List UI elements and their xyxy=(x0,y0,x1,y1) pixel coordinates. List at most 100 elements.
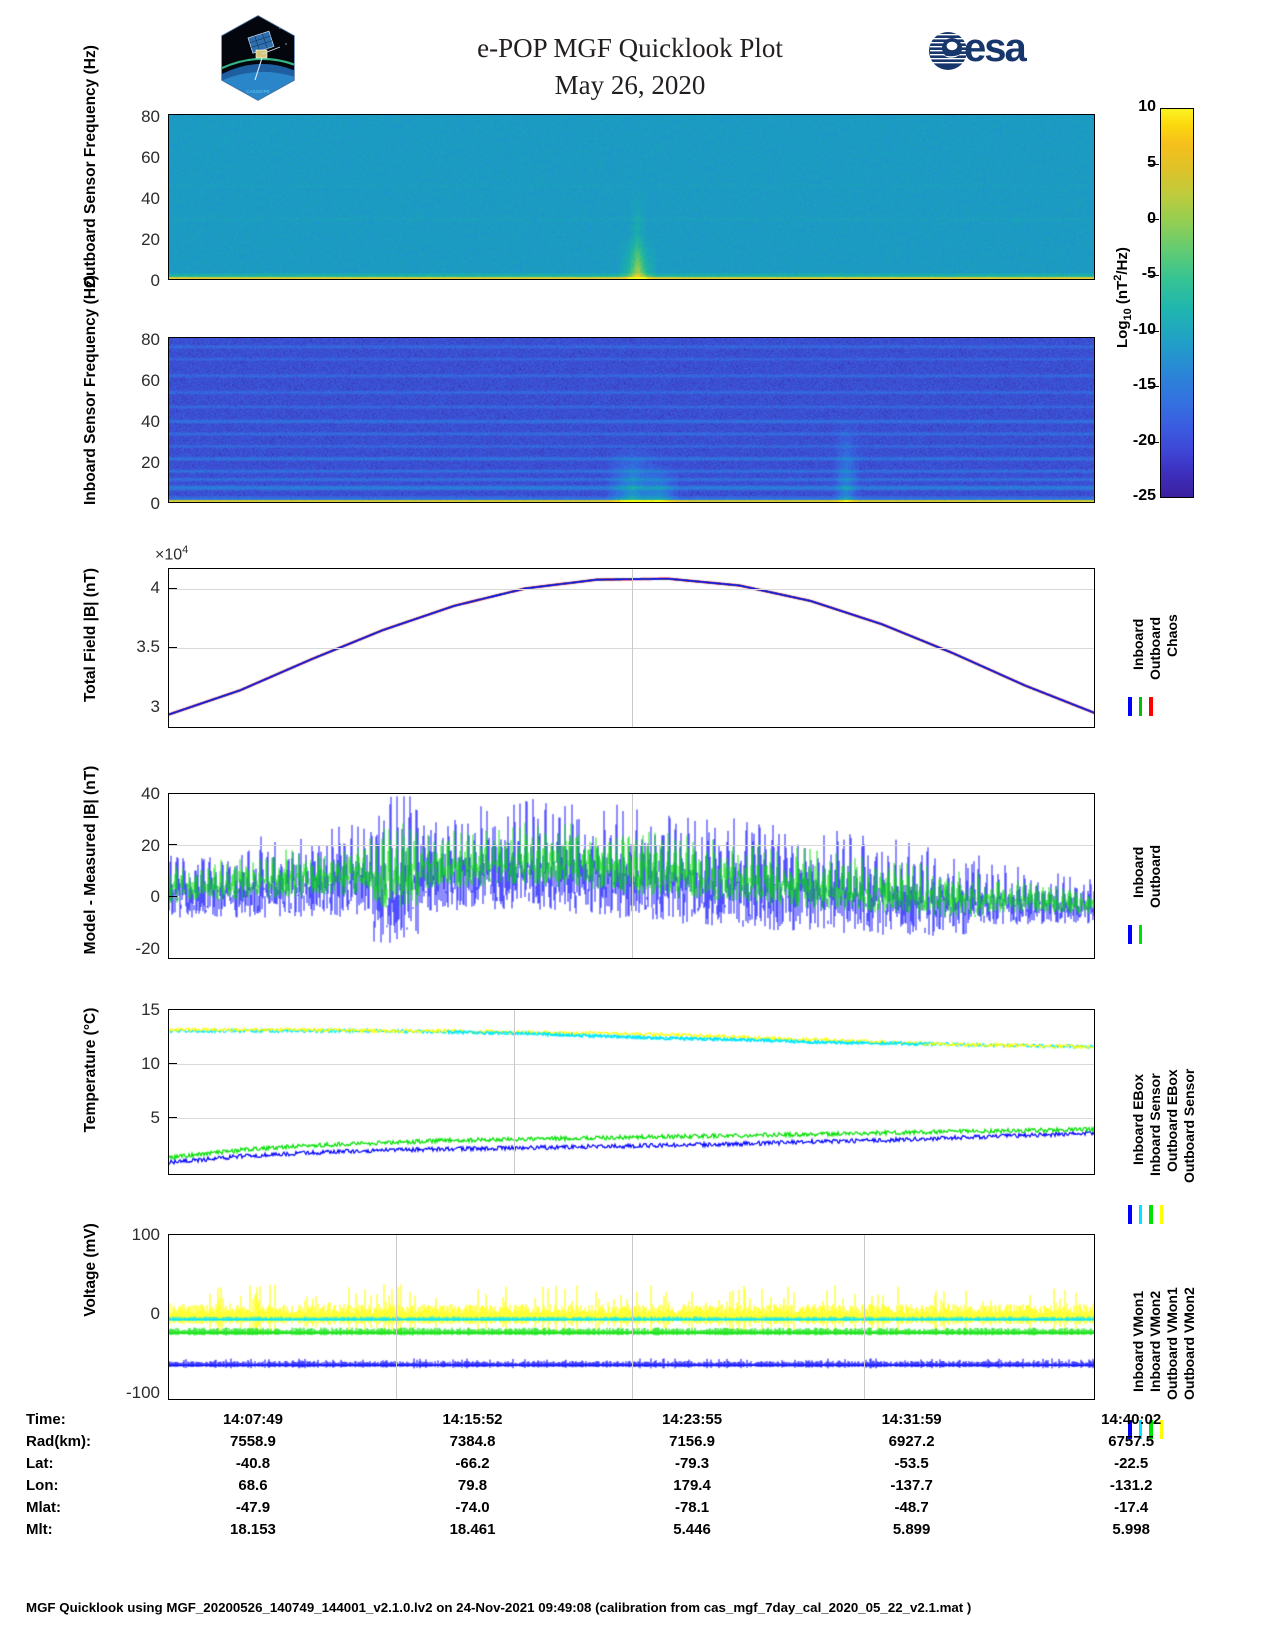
ephemeris-value: -66.2 xyxy=(455,1454,490,1472)
plot-area-inboard-spectrogram[interactable] xyxy=(168,337,1095,503)
ephemeris-row-key: Lat: xyxy=(26,1454,54,1472)
vgrid-volt-1 xyxy=(396,1235,397,1399)
legend-swatch-volt-inboard-vmon2 xyxy=(1138,1420,1142,1439)
colorbar-tickmark-5 xyxy=(1150,164,1159,166)
legend-item-mm-inboard: Inboard xyxy=(1130,846,1146,898)
plot-area-temperature[interactable] xyxy=(168,1009,1095,1175)
ephemeris-value: -53.5 xyxy=(894,1454,929,1472)
ytick-mm-20: 20 xyxy=(141,836,160,855)
ytick-totalfield-3p5: 3.5 xyxy=(136,637,160,656)
ephemeris-row-key: Mlt: xyxy=(26,1520,53,1538)
colorbar-tickmark--10 xyxy=(1150,331,1159,333)
colorbar-tick-5: 5 xyxy=(1147,154,1156,171)
legend-item-volt-inboard-vmon2: Inboard VMon2 xyxy=(1147,1290,1163,1392)
ytick-inboard-80: 80 xyxy=(141,330,160,349)
ephemeris-row-key: Time: xyxy=(26,1410,66,1428)
plot-area-total-field[interactable] xyxy=(168,568,1095,728)
plot-area-voltage[interactable] xyxy=(168,1234,1095,1400)
ephemeris-value: -17.4 xyxy=(1114,1498,1149,1516)
ephemeris-value: 7156.9 xyxy=(669,1432,715,1450)
colorbar-tick-10: 10 xyxy=(1138,98,1156,115)
esa-wordmark: esa xyxy=(964,26,1027,70)
gridline-temp-10 xyxy=(169,1064,1094,1065)
ephemeris-value: 5.998 xyxy=(1112,1520,1150,1538)
colorbar-tickmark--20 xyxy=(1150,442,1159,444)
legend-swatches-voltage xyxy=(1128,1420,1163,1439)
ytick-mm--20: -20 xyxy=(135,939,160,958)
vgrid-temp-center xyxy=(514,1010,515,1174)
ephemeris-value: 79.8 xyxy=(457,1476,488,1494)
tickmark-temp-10 xyxy=(168,1063,177,1065)
ephemeris-row: Lon: 68.6 79.8 179.4 -137.7 -131.2 xyxy=(26,1474,1241,1496)
colorbar[interactable]: Log10 (nT2/Hz) 10 5 0 -5 -10 -15 -20 -25 xyxy=(1112,98,1194,504)
ytick-outboard-60: 60 xyxy=(141,148,160,167)
ephemeris-row-key: Rad(km): xyxy=(26,1432,92,1450)
ephemeris-value: 7558.9 xyxy=(230,1432,276,1450)
colorbar-tick--15: -15 xyxy=(1132,376,1156,393)
colorbar-tick--10: -10 xyxy=(1132,321,1156,338)
ytick-outboard-0: 0 xyxy=(150,271,160,290)
ytick-totalfield-4: 4 xyxy=(150,578,160,597)
ytick-volt-100: 100 xyxy=(131,1225,160,1244)
colorbar-gradient xyxy=(1160,108,1194,498)
legend-item-volt-outboard-vmon2: Outboard VMon2 xyxy=(1181,1287,1197,1400)
ephemeris-value: 5.446 xyxy=(673,1520,711,1538)
legend-swatch-volt-outboard-vmon2 xyxy=(1159,1420,1163,1439)
total-field-exponent: ×104 xyxy=(155,544,189,564)
ytick-inboard-60: 60 xyxy=(141,371,160,390)
ephemeris-value: -22.5 xyxy=(1114,1454,1149,1472)
ephemeris-value: -74.0 xyxy=(455,1498,490,1516)
ytick-outboard-20: 20 xyxy=(141,230,160,249)
ephemeris-row-key: Mlat: xyxy=(26,1498,61,1516)
ephemeris-value: 68.6 xyxy=(238,1476,268,1494)
tickmark-totalfield-4 xyxy=(168,588,177,590)
ytick-outboard-40: 40 xyxy=(141,189,160,208)
page-title: e-POP MGF Quicklook Plot May 26, 2020 xyxy=(330,30,930,104)
panel-model-measured-ylabel: Model - Measured |B| (nT) xyxy=(82,765,99,955)
legend-swatch-inboard xyxy=(1128,697,1132,716)
legend-item-volt-inboard-vmon1: Inboard VMon1 xyxy=(1130,1290,1146,1392)
panel-outboard-ylabel: Outboard Sensor Frequency (Hz) xyxy=(82,45,99,288)
legend-swatch-temp-inboard-sensor xyxy=(1138,1205,1142,1224)
ytick-mm-0: 0 xyxy=(150,887,160,906)
ephemeris-value: -131.2 xyxy=(1109,1476,1153,1494)
gridline-totalfield-4 xyxy=(169,589,1094,590)
ytick-volt--100: -100 xyxy=(125,1383,160,1402)
ytick-totalfield-3: 3 xyxy=(150,697,160,716)
tickmark-mm-0 xyxy=(168,896,177,898)
colorbar-tickmark-0 xyxy=(1150,219,1159,221)
vgrid-totalfield-center xyxy=(632,569,633,727)
legend-item-volt-outboard-vmon1: Outboard VMon1 xyxy=(1164,1287,1180,1400)
plot-area-outboard-spectrogram[interactable] xyxy=(168,114,1095,280)
panel-voltage-ylabel: Voltage (mV) xyxy=(82,1223,99,1317)
ephemeris-value: 179.4 xyxy=(673,1476,711,1494)
legend-item-temp-inboard-sensor: Inboard Sensor xyxy=(1147,1073,1163,1176)
vgrid-volt-3 xyxy=(864,1235,865,1399)
colorbar-tickmark--15 xyxy=(1150,386,1159,388)
legend-item-outboard: Outboard xyxy=(1147,617,1163,680)
ephemeris-row: Lat: -40.8 -66.2 -79.3 -53.5 -22.5 xyxy=(26,1452,1241,1474)
tickmark-mm-20 xyxy=(168,844,177,846)
legend-item-chaos: Chaos xyxy=(1164,614,1180,657)
ephemeris-value: 14:40:02 xyxy=(1101,1410,1162,1428)
cassiope-mission-badge-icon: CASSIOPE xyxy=(218,14,298,102)
plot-area-model-minus-measured[interactable] xyxy=(168,793,1095,959)
ephemeris-value: -47.9 xyxy=(235,1498,271,1516)
ephemeris-value: -48.7 xyxy=(894,1498,929,1516)
ephemeris-row: Mlat: -47.9 -74.0 -78.1 -48.7 -17.4 xyxy=(26,1496,1241,1518)
tickmark-temp-5 xyxy=(168,1117,177,1119)
colorbar-tickmark--5 xyxy=(1150,275,1159,277)
legend-swatches-mm xyxy=(1128,925,1142,944)
footnote-text: MGF Quicklook using MGF_20200526_140749_… xyxy=(26,1600,972,1615)
legend-swatch-temp-outboard-sensor xyxy=(1159,1205,1163,1224)
ephemeris-row: Rad(km): 7558.9 7384.8 7156.9 6927.2 6757.5 xyxy=(26,1430,1241,1452)
ephemeris-value: -40.8 xyxy=(235,1454,271,1472)
colorbar-tick--5: -5 xyxy=(1141,265,1156,282)
legend-item-mm-outboard: Outboard xyxy=(1147,845,1163,908)
legend-swatches-total-field xyxy=(1128,697,1153,716)
legend-swatch-mm-outboard xyxy=(1138,925,1142,944)
gridline-totalfield-3p5 xyxy=(169,648,1094,649)
ephemeris-value: -79.3 xyxy=(674,1454,710,1472)
legend-swatch-temp-outboard-ebox xyxy=(1149,1205,1153,1224)
gridline-temp-5 xyxy=(169,1118,1094,1119)
